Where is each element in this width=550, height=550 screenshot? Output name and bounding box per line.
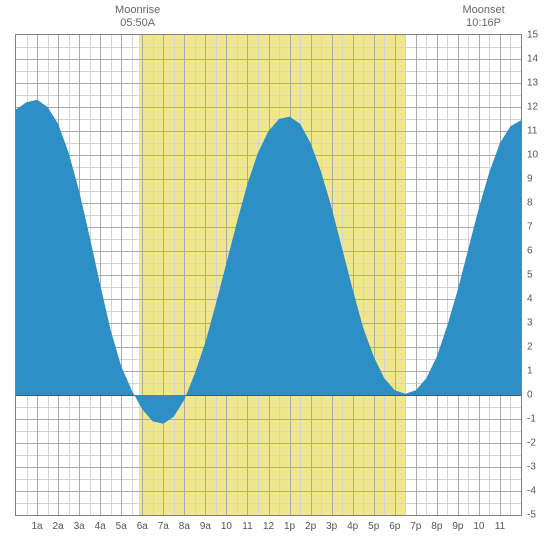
y-tick-label: 2 — [527, 342, 533, 353]
y-tick-label: -1 — [527, 414, 536, 425]
x-tick-label: 4p — [347, 521, 358, 532]
y-tick-label: -3 — [527, 462, 536, 473]
moonset-time: 10:16P — [462, 17, 504, 30]
x-tick-label: 5p — [368, 521, 379, 532]
y-tick-label: 8 — [527, 198, 533, 209]
x-tick-label: 10 — [473, 521, 484, 532]
y-tick-label: 0 — [527, 390, 533, 401]
moonset-text: Moonset — [462, 4, 504, 17]
y-tick-label: 12 — [527, 102, 538, 113]
x-tick-label: 11 — [242, 521, 252, 532]
x-tick-label: 12 — [263, 521, 274, 532]
y-tick-label: 13 — [527, 78, 538, 89]
y-tick-label: 14 — [527, 54, 538, 65]
x-tick-label: 6p — [389, 521, 400, 532]
x-tick-label: 1p — [284, 521, 295, 532]
y-tick-label: 10 — [527, 150, 538, 161]
moonset-label: Moonset 10:16P — [462, 4, 504, 30]
y-tick-label: 6 — [527, 246, 533, 257]
y-tick-label: 15 — [527, 30, 538, 41]
y-tick-label: 5 — [527, 270, 533, 281]
x-tick-label: 3p — [326, 521, 337, 532]
x-tick-label: 7a — [158, 521, 169, 532]
x-tick-label: 6a — [137, 521, 148, 532]
moonrise-label: Moonrise 05:50A — [115, 4, 160, 30]
x-tick-label: 2a — [53, 521, 64, 532]
y-tick-label: 7 — [527, 222, 533, 233]
x-tick-label: 9p — [452, 521, 463, 532]
x-tick-label: 9a — [200, 521, 211, 532]
x-tick-label: 4a — [95, 521, 106, 532]
x-tick-label: 11 — [495, 521, 505, 532]
y-tick-label: 1 — [527, 366, 533, 377]
chart-plot-area: 1a2a3a4a5a6a7a8a9a1011121p2p3p4p5p6p7p8p… — [15, 34, 522, 516]
y-tick-label: 9 — [527, 174, 533, 185]
y-tick-label: 4 — [527, 294, 533, 305]
moonrise-text: Moonrise — [115, 4, 160, 17]
tide-curve — [16, 35, 521, 515]
tide-area — [16, 100, 521, 424]
x-tick-label: 3a — [74, 521, 85, 532]
y-tick-label: -5 — [527, 510, 536, 521]
x-tick-label: 8a — [179, 521, 190, 532]
x-tick-label: 1a — [31, 521, 42, 532]
y-tick-label: 11 — [527, 126, 537, 137]
x-tick-label: 5a — [116, 521, 127, 532]
y-tick-label: -2 — [527, 438, 536, 449]
y-tick-label: 3 — [527, 318, 533, 329]
moonrise-time: 05:50A — [115, 17, 160, 30]
tide-chart-container: Moonrise 05:50A Moonset 10:16P 1a2a3a4a5… — [0, 0, 550, 550]
x-tick-label: 10 — [221, 521, 232, 532]
x-tick-label: 7p — [410, 521, 421, 532]
y-tick-label: -4 — [527, 486, 536, 497]
x-tick-label: 2p — [305, 521, 316, 532]
x-tick-label: 8p — [431, 521, 442, 532]
